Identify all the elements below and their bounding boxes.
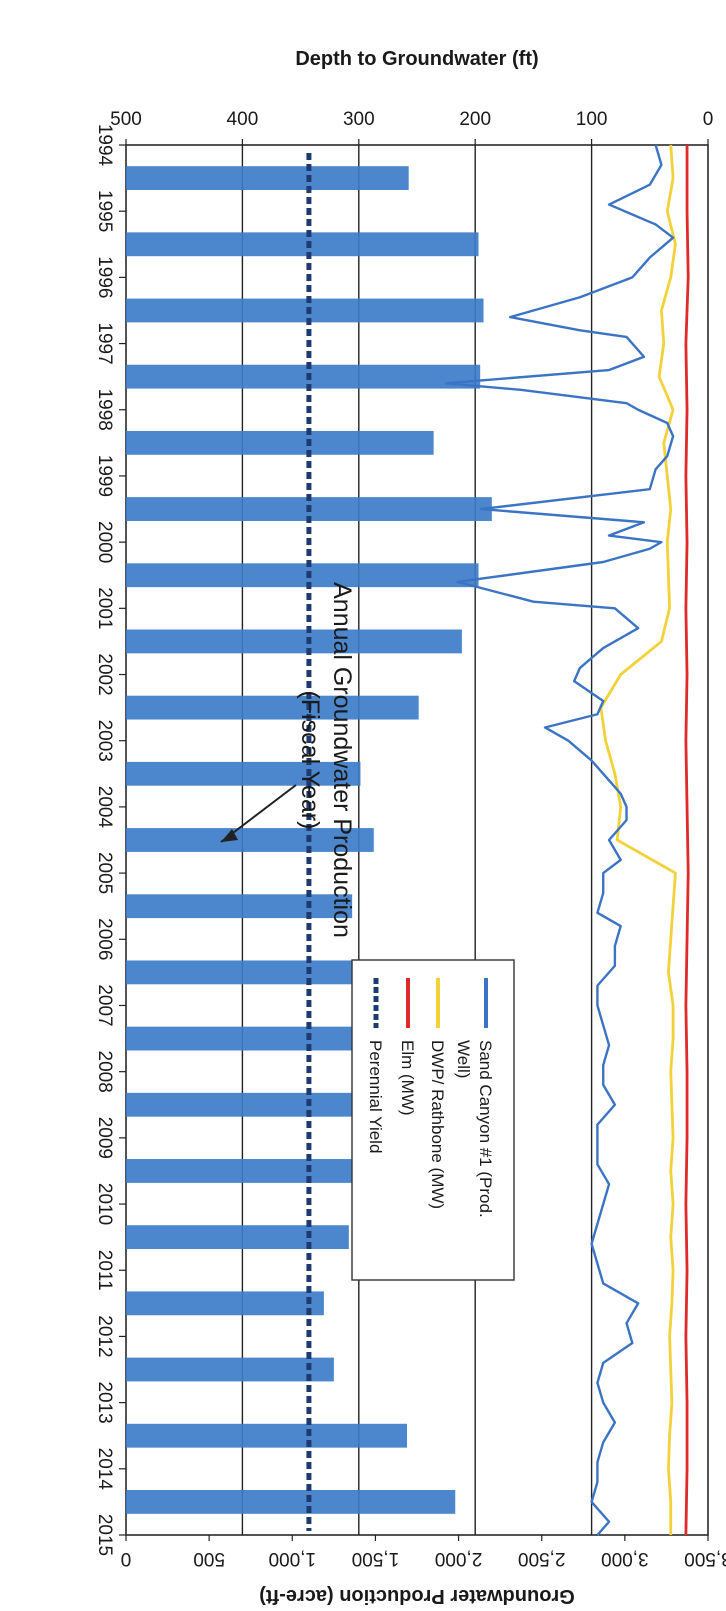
legend-label: Perennial Yield bbox=[366, 1040, 385, 1153]
x-tick-label: 2008 bbox=[94, 1051, 115, 1093]
production-bar bbox=[126, 1291, 324, 1316]
x-tick-label: 2002 bbox=[94, 653, 115, 695]
x-tick-label: 2013 bbox=[94, 1381, 115, 1423]
x-tick-label: 2015 bbox=[94, 1514, 115, 1556]
production-bar bbox=[125, 563, 479, 588]
depth-series bbox=[444, 144, 690, 1536]
x-tick-label: 2005 bbox=[94, 852, 115, 894]
x-tick-label: 2004 bbox=[94, 786, 115, 829]
x-tick-label: 2010 bbox=[94, 1183, 115, 1225]
production-bar bbox=[126, 828, 374, 852]
production-bar bbox=[126, 695, 419, 720]
y-right-tick-label: 2,000 bbox=[435, 1548, 483, 1569]
series-line bbox=[684, 145, 690, 1536]
production-bar bbox=[126, 1159, 358, 1183]
x-tick-label: 1998 bbox=[94, 389, 115, 431]
production-bar bbox=[126, 1026, 383, 1051]
production-bar bbox=[125, 894, 353, 919]
y-right-tick-label: 1,000 bbox=[269, 1548, 317, 1569]
legend-label: Well) bbox=[454, 1040, 473, 1078]
production-bar bbox=[125, 1092, 369, 1117]
annotation-line-2: (Fiscal Year) bbox=[296, 691, 324, 830]
x-tick-label: 2009 bbox=[94, 1117, 115, 1159]
x-tick-label: 2007 bbox=[94, 984, 115, 1026]
y-right-tick-label: 1,500 bbox=[352, 1548, 400, 1569]
y-left-tick-label: 500 bbox=[110, 109, 142, 130]
x-tick-label: 1995 bbox=[94, 190, 115, 232]
production-bar bbox=[125, 960, 379, 985]
x-tick-label: 1996 bbox=[94, 256, 115, 298]
x-tick-label: 2012 bbox=[94, 1315, 115, 1357]
y-left-tick-label: 100 bbox=[576, 109, 608, 130]
x-tick-label: 1997 bbox=[94, 322, 115, 364]
y-right-tick-label: 500 bbox=[193, 1548, 225, 1569]
production-bar bbox=[126, 1357, 334, 1382]
x-tick-label: 2014 bbox=[94, 1448, 115, 1491]
x-tick-label: 2006 bbox=[94, 918, 115, 960]
y-right-tick-label: 3,000 bbox=[601, 1548, 649, 1569]
legend: Sand Canyon #1 (Prod.Well) DWP/ Rathbone … bbox=[351, 959, 515, 1281]
annotation-line-1: Annual Groundwater Production bbox=[328, 582, 356, 938]
production-bar bbox=[126, 1423, 408, 1448]
y-left-axis-title: Depth to Groundwater (ft) bbox=[295, 48, 538, 70]
production-bars bbox=[125, 166, 492, 1514]
y-right-axis-title: Groundwater Production (acre-ft) bbox=[259, 1585, 575, 1606]
y-left-tick-label: 0 bbox=[703, 109, 714, 130]
legend-label: Elm (MW) bbox=[398, 1040, 417, 1116]
axes: 1994199519961997199819992000200120022003… bbox=[94, 48, 726, 1607]
production-bar bbox=[126, 166, 409, 191]
x-tick-label: 1994 bbox=[94, 124, 115, 167]
x-tick-label: 2000 bbox=[94, 521, 115, 563]
x-tick-label: 2011 bbox=[94, 1250, 115, 1291]
production-bar bbox=[126, 364, 481, 389]
legend-label: Sand Canyon #1 (Prod. bbox=[476, 1040, 495, 1218]
production-bar bbox=[125, 1225, 349, 1250]
annotation-arrowhead bbox=[221, 829, 238, 842]
production-bar bbox=[125, 232, 479, 257]
legend-box bbox=[351, 959, 515, 1281]
y-right-tick-label: 3,500 bbox=[684, 1548, 726, 1569]
legend-label: DWP/ Rathbone (MW) bbox=[428, 1040, 447, 1209]
x-tick-label: 2001 bbox=[94, 587, 115, 629]
y-left-tick-label: 200 bbox=[459, 109, 491, 130]
y-right-tick-label: 2,500 bbox=[518, 1548, 566, 1569]
production-bar bbox=[126, 629, 462, 654]
production-bar bbox=[126, 430, 434, 455]
y-left-tick-label: 300 bbox=[343, 109, 375, 130]
production-bar bbox=[126, 298, 484, 323]
series-line bbox=[599, 144, 677, 1535]
series-line bbox=[444, 144, 675, 1536]
x-tick-label: 2003 bbox=[94, 720, 115, 762]
x-tick-label: 1999 bbox=[94, 455, 115, 497]
annotation: Annual Groundwater Production(Fiscal Yea… bbox=[220, 582, 356, 938]
production-bar bbox=[126, 1489, 456, 1514]
y-right-tick-label: 0 bbox=[121, 1548, 132, 1569]
production-bar bbox=[126, 761, 361, 786]
y-left-tick-label: 400 bbox=[227, 109, 259, 130]
